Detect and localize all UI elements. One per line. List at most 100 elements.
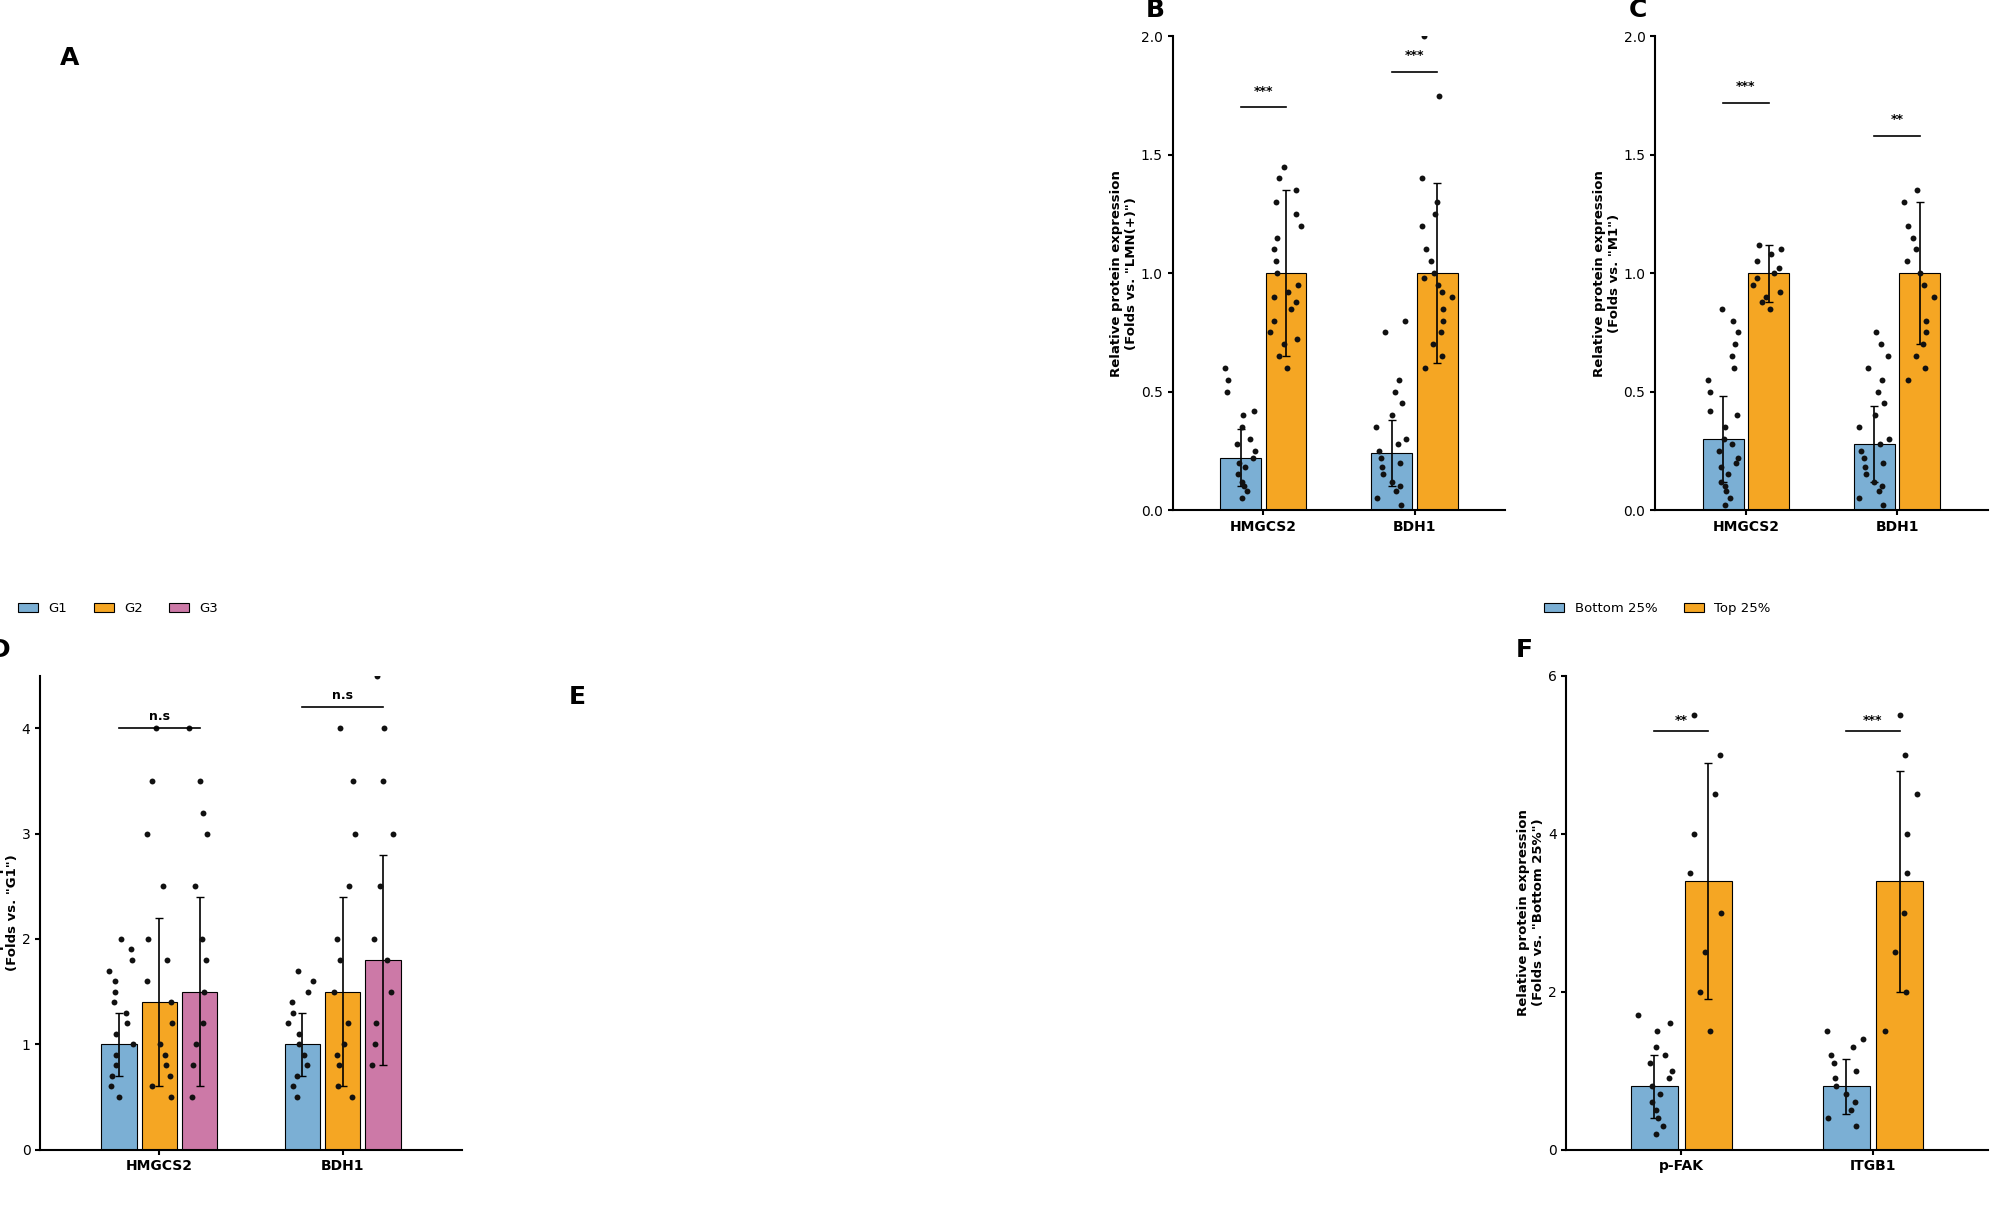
Point bbox=[335, 1088, 367, 1107]
Point bbox=[291, 1055, 323, 1074]
Point bbox=[1740, 269, 1772, 288]
Point bbox=[1405, 168, 1437, 188]
Text: A: A bbox=[60, 46, 80, 70]
Point bbox=[1869, 1021, 1901, 1041]
Bar bbox=[1748, 273, 1788, 509]
Point bbox=[1909, 311, 1941, 330]
Point bbox=[1208, 358, 1240, 378]
Point bbox=[1425, 282, 1457, 301]
Point bbox=[1871, 346, 1903, 365]
Point bbox=[317, 983, 349, 1002]
Point bbox=[1365, 448, 1397, 467]
Bar bbox=[100, 1044, 136, 1150]
Point bbox=[1262, 346, 1295, 365]
Point bbox=[1828, 1084, 1860, 1104]
Point bbox=[1692, 370, 1724, 390]
Point bbox=[179, 877, 211, 897]
Point bbox=[114, 940, 147, 960]
Point bbox=[1865, 370, 1897, 390]
Bar bbox=[1417, 273, 1457, 509]
Bar bbox=[365, 960, 401, 1150]
Point bbox=[1361, 489, 1393, 508]
Point bbox=[1710, 465, 1742, 484]
Point bbox=[283, 1024, 315, 1043]
Point bbox=[323, 719, 355, 738]
Point bbox=[1899, 240, 1931, 259]
Point bbox=[130, 824, 163, 843]
Point bbox=[287, 1045, 319, 1065]
Point bbox=[1907, 334, 1939, 353]
Point bbox=[136, 772, 169, 791]
Point bbox=[1407, 269, 1439, 288]
Point bbox=[1427, 299, 1459, 318]
Point bbox=[1891, 370, 1923, 390]
Point bbox=[1865, 477, 1897, 496]
Point bbox=[333, 877, 365, 897]
Point bbox=[1889, 745, 1921, 765]
Point bbox=[1282, 276, 1315, 295]
Point bbox=[1836, 1037, 1869, 1056]
Text: n.s: n.s bbox=[149, 710, 171, 724]
Bar bbox=[1630, 1087, 1678, 1149]
Point bbox=[1858, 323, 1891, 342]
Point bbox=[1752, 299, 1784, 318]
Point bbox=[100, 1045, 132, 1065]
Point bbox=[1425, 323, 1457, 342]
Point bbox=[1708, 417, 1740, 437]
Point bbox=[1383, 453, 1415, 472]
Point bbox=[1858, 405, 1891, 425]
Point bbox=[1716, 311, 1748, 330]
Point bbox=[1704, 903, 1736, 922]
Point bbox=[132, 929, 165, 949]
Point bbox=[1230, 482, 1262, 501]
Point bbox=[1280, 330, 1313, 350]
Bar bbox=[1702, 439, 1742, 509]
Point bbox=[1744, 292, 1776, 311]
Point bbox=[1383, 370, 1415, 390]
Point bbox=[359, 1035, 391, 1054]
Point bbox=[1409, 240, 1441, 259]
Bar bbox=[1371, 454, 1411, 509]
Point bbox=[359, 1014, 391, 1033]
Point bbox=[155, 1066, 187, 1085]
Point bbox=[1842, 417, 1875, 437]
Point bbox=[1740, 252, 1772, 271]
Bar bbox=[1684, 881, 1730, 1150]
Point bbox=[1238, 401, 1270, 420]
Point bbox=[1818, 1068, 1850, 1088]
Text: E: E bbox=[568, 685, 586, 709]
Point bbox=[1421, 276, 1453, 295]
Point bbox=[147, 877, 179, 897]
Point bbox=[1710, 482, 1742, 501]
Point bbox=[367, 772, 399, 791]
Point bbox=[1262, 168, 1295, 188]
Point bbox=[1873, 430, 1905, 449]
Point bbox=[1379, 382, 1411, 402]
Point bbox=[1640, 1100, 1672, 1119]
Point bbox=[1367, 465, 1399, 484]
Point bbox=[277, 1003, 309, 1022]
Point bbox=[1435, 287, 1467, 306]
Point bbox=[100, 1024, 132, 1043]
Point bbox=[1375, 405, 1407, 425]
Bar bbox=[1899, 273, 1939, 509]
Point bbox=[1736, 276, 1768, 295]
Point bbox=[1272, 282, 1305, 301]
Point bbox=[1834, 1100, 1867, 1119]
Point bbox=[1838, 1116, 1871, 1135]
Point bbox=[355, 1055, 387, 1074]
Point bbox=[189, 950, 221, 969]
Point bbox=[149, 1045, 181, 1065]
Point bbox=[1742, 235, 1774, 254]
Point bbox=[375, 983, 407, 1002]
Point bbox=[140, 719, 173, 738]
Point bbox=[1222, 453, 1254, 472]
Point bbox=[1260, 264, 1293, 283]
Point bbox=[1636, 1077, 1668, 1096]
Point bbox=[363, 877, 395, 897]
Point bbox=[102, 1088, 134, 1107]
Point bbox=[1363, 442, 1395, 461]
Point bbox=[136, 1077, 169, 1096]
Point bbox=[1359, 417, 1391, 437]
Point bbox=[1846, 1030, 1879, 1049]
